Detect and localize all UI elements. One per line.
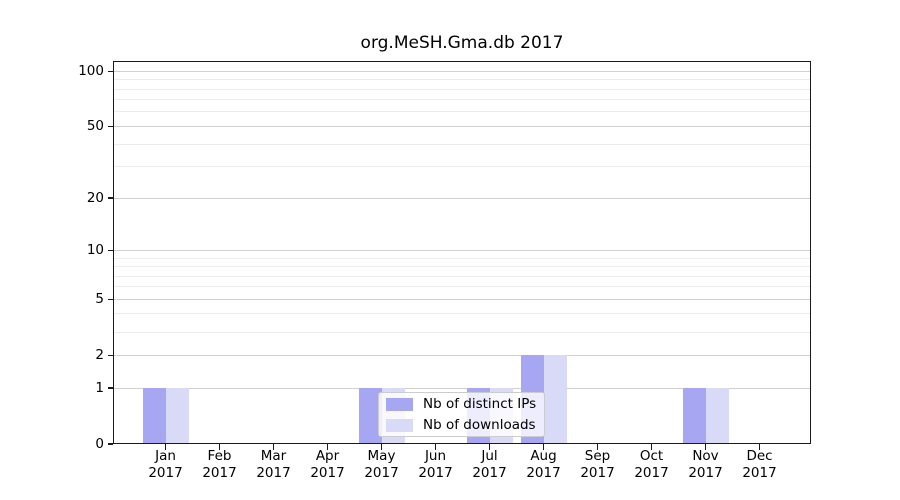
bar-aug-downloads (543, 355, 567, 444)
y-tick-label: 50 (86, 118, 104, 135)
minor-gridline (114, 99, 810, 101)
x-tick-month: Apr (315, 448, 340, 464)
y-tick-label: 10 (86, 242, 104, 259)
x-tick-mark (380, 444, 383, 450)
legend-item-downloads: Nb of downloads (386, 417, 537, 433)
x-tick-month: Feb (207, 448, 232, 464)
y-tick-mark (107, 70, 113, 72)
major-gridline (114, 354, 810, 356)
major-gridline (114, 249, 810, 251)
y-tick-mark (107, 387, 113, 389)
legend-label-downloads: Nb of downloads (423, 417, 536, 433)
y-tick-mark (107, 125, 113, 128)
x-tick-year: 2017 (634, 465, 669, 481)
x-tick-year: 2017 (418, 465, 453, 481)
x-tick-year: 2017 (256, 465, 291, 481)
x-tick-label: Dec 2017 (718, 448, 802, 482)
x-tick-label: Nov 2017 (664, 448, 748, 482)
x-tick-year: 2017 (310, 465, 345, 481)
x-tick-label: Mar 2017 (232, 448, 316, 482)
legend-item-distinct-ips: Nb of distinct IPs (386, 396, 537, 412)
minor-gridline (114, 79, 810, 81)
x-tick-label: Apr 2017 (286, 448, 370, 482)
y-tick-mark (107, 354, 113, 356)
legend-swatch-distinct-ips-icon (386, 397, 413, 411)
chart-title: org.MeSH.Gma.db 2017 (360, 33, 564, 53)
legend-label-distinct-ips: Nb of distinct IPs (423, 396, 537, 412)
minor-gridline (114, 111, 810, 113)
x-tick-month: Jun (424, 448, 447, 464)
minor-gridline (114, 331, 810, 333)
x-tick-year: 2017 (202, 465, 237, 481)
x-tick-year: 2017 (148, 465, 183, 481)
x-tick-label: Feb 2017 (178, 448, 262, 482)
minor-gridline (114, 313, 810, 315)
minor-gridline (114, 166, 810, 168)
x-tick-month: Jul (481, 448, 498, 464)
x-tick-label: Jun 2017 (394, 448, 478, 482)
minor-gridline (114, 286, 810, 288)
legend-swatch-downloads-icon (386, 418, 413, 432)
x-tick-year: 2017 (742, 465, 777, 481)
x-tick-mark (704, 444, 707, 450)
bar-nov-distinct-ips (682, 388, 706, 444)
x-tick-year: 2017 (526, 465, 561, 481)
x-tick-mark (758, 444, 761, 450)
x-tick-label: Oct 2017 (610, 448, 694, 482)
x-tick-mark (434, 444, 437, 450)
minor-gridline (114, 275, 810, 277)
x-tick-label: Aug 2017 (502, 448, 586, 482)
x-tick-month: May (367, 448, 396, 464)
minor-gridline (114, 266, 810, 267)
x-tick-label: May 2017 (340, 448, 424, 482)
legend: Nb of distinct IPs Nb of downloads (378, 392, 545, 437)
x-tick-year: 2017 (580, 465, 615, 481)
y-tick-label: 2 (95, 347, 104, 364)
major-gridline (114, 387, 810, 389)
x-tick-month: Sep (584, 448, 611, 464)
y-tick-label: 5 (95, 291, 104, 308)
x-tick-mark (488, 444, 491, 450)
y-tick-label: 20 (86, 190, 104, 207)
y-tick-label: 0 (95, 436, 104, 452)
bar-jan-downloads (165, 388, 189, 444)
y-tick-mark (107, 249, 113, 251)
major-gridline (114, 197, 810, 199)
x-tick-month: Nov (692, 448, 719, 464)
y-tick-label: 100 (78, 63, 104, 80)
bar-nov-downloads (705, 388, 729, 444)
x-tick-mark (650, 444, 653, 450)
x-tick-mark (596, 444, 599, 450)
y-tick-mark (107, 443, 113, 445)
bar-jan-distinct-ips (142, 388, 166, 444)
x-tick-mark (164, 444, 167, 450)
x-tick-label: Jan 2017 (124, 448, 208, 482)
major-gridline (114, 70, 810, 72)
x-tick-month: Oct (639, 448, 664, 464)
x-tick-mark (218, 444, 221, 450)
bar-may-distinct-ips (358, 388, 382, 444)
x-tick-mark (542, 444, 545, 450)
x-tick-mark (326, 444, 329, 450)
major-gridline (114, 125, 810, 127)
x-tick-month: Aug (530, 448, 557, 464)
minor-gridline (114, 88, 810, 90)
y-tick-mark (107, 298, 113, 300)
x-tick-label: Sep 2017 (556, 448, 640, 482)
x-tick-month: Jan (155, 448, 176, 464)
x-tick-month: Mar (260, 448, 287, 464)
x-tick-year: 2017 (688, 465, 723, 481)
y-tick-mark (107, 197, 113, 199)
x-tick-label: Jul 2017 (448, 448, 532, 482)
minor-gridline (114, 257, 810, 259)
x-tick-year: 2017 (364, 465, 399, 481)
x-tick-month: Dec (746, 448, 773, 464)
x-tick-mark (272, 444, 275, 450)
major-gridline (114, 298, 810, 300)
y-tick-label: 1 (95, 380, 104, 396)
minor-gridline (114, 143, 810, 145)
x-tick-year: 2017 (472, 465, 507, 481)
